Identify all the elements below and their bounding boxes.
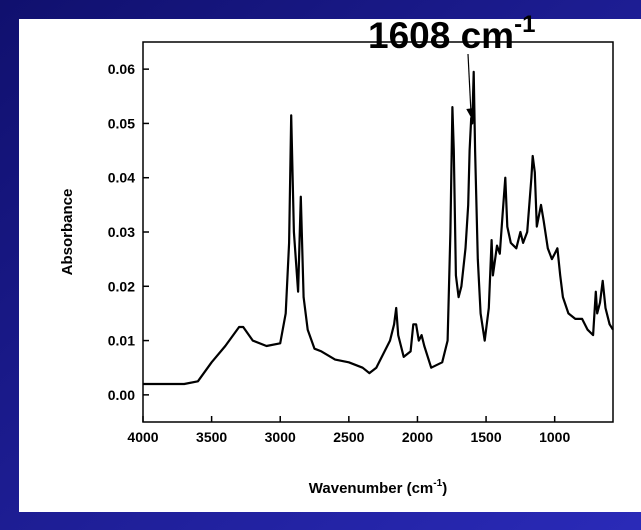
x-tick-label: 1000 [539, 429, 570, 445]
x-axis-label-text: Wavenumber (cm [309, 480, 433, 497]
annotation-sup: -1 [514, 11, 535, 38]
x-tick-label: 4000 [127, 429, 158, 445]
y-tick-label: 0.00 [108, 387, 135, 403]
annotation: 1608 cm-1 [368, 11, 535, 56]
x-axis-label-sup: -1 [433, 478, 442, 489]
x-tick-label: 3000 [265, 429, 296, 445]
y-tick-label: 0.04 [108, 170, 135, 186]
y-axis-label: Absorbance [59, 189, 76, 276]
x-tick-label: 2000 [402, 429, 433, 445]
x-tick-label: 2500 [333, 429, 364, 445]
annotation-arrow [467, 53, 472, 119]
annotation-text: 1608 cm [368, 15, 514, 56]
annotation-arrowhead [466, 108, 475, 118]
x-axis-label-end: ) [442, 480, 447, 497]
y-tick-label: 0.01 [108, 333, 135, 349]
x-axis-label: Wavenumber (cm-1) [309, 478, 447, 497]
x-tick-label: 1500 [470, 429, 501, 445]
y-tick-label: 0.02 [108, 278, 135, 294]
y-tick-label: 0.06 [108, 61, 135, 77]
x-tick-label: 3500 [196, 429, 227, 445]
panel [19, 19, 641, 512]
y-tick-label: 0.03 [108, 224, 135, 240]
spectrum-line [143, 70, 614, 386]
y-tick-label: 0.05 [108, 115, 135, 131]
